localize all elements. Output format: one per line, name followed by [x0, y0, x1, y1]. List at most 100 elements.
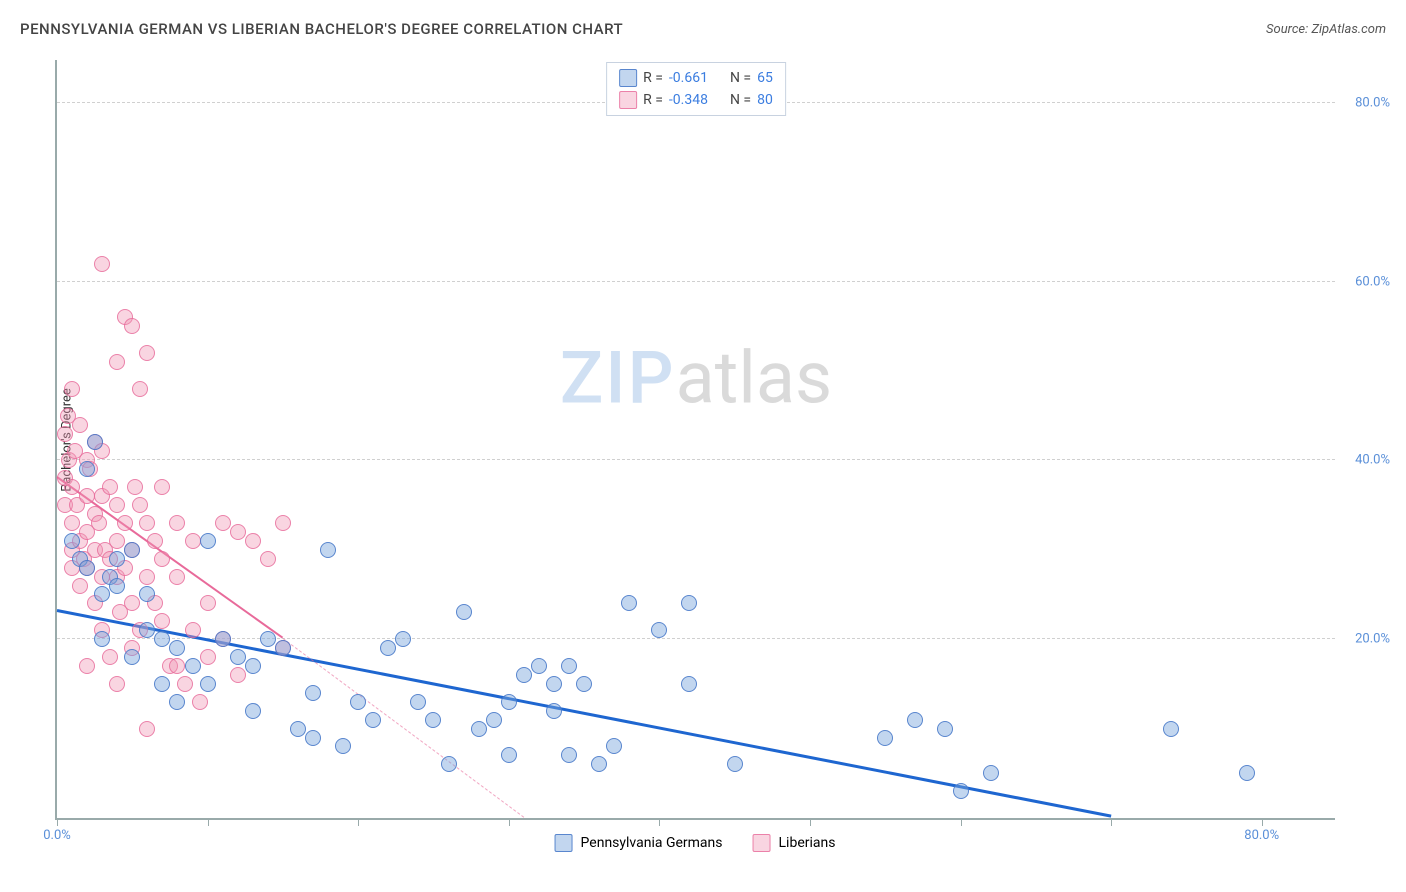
legend-correlation: R = -0.661 N = 65 R = -0.348 N = 80 [606, 62, 786, 116]
data-point [154, 551, 170, 567]
data-point [983, 765, 999, 781]
swatch-blue-icon [555, 834, 573, 852]
data-point [546, 703, 562, 719]
data-point [305, 730, 321, 746]
gridline [57, 281, 1335, 282]
n-label: N = [730, 92, 751, 108]
data-point [215, 515, 231, 531]
data-point [335, 738, 351, 754]
data-point [200, 649, 216, 665]
r-label: R = [643, 70, 663, 86]
xtick [509, 818, 510, 826]
xtick [57, 818, 58, 826]
data-point [275, 640, 291, 656]
data-point [139, 586, 155, 602]
data-point [260, 551, 276, 567]
data-point [591, 756, 607, 772]
data-point [230, 649, 246, 665]
data-point [425, 712, 441, 728]
data-point [169, 515, 185, 531]
legend-row-blue: R = -0.661 N = 65 [619, 67, 773, 89]
data-point [200, 533, 216, 549]
data-point [57, 426, 73, 442]
xtick-label: 0.0% [43, 828, 71, 843]
data-point [124, 649, 140, 665]
data-point [651, 622, 667, 638]
data-point [91, 515, 107, 531]
data-point [109, 497, 125, 513]
data-point [64, 533, 80, 549]
data-point [94, 631, 110, 647]
data-point [320, 542, 336, 558]
xtick [961, 818, 962, 826]
data-point [200, 676, 216, 692]
data-point [139, 515, 155, 531]
chart-area: Bachelor's Degree ZIPatlas R = -0.661 N … [55, 60, 1335, 820]
data-point [124, 595, 140, 611]
data-point [79, 461, 95, 477]
data-point [727, 756, 743, 772]
legend-series: Pennsylvania Germans Liberians [555, 834, 836, 852]
data-point [139, 721, 155, 737]
data-point [576, 676, 592, 692]
data-point [215, 631, 231, 647]
data-point [606, 738, 622, 754]
data-point [290, 721, 306, 737]
n-value: 65 [757, 70, 773, 86]
r-value: -0.348 [669, 92, 708, 108]
n-value: 80 [757, 92, 773, 108]
data-point [139, 345, 155, 361]
data-point [546, 676, 562, 692]
data-point [102, 479, 118, 495]
data-point [102, 649, 118, 665]
title-bar: PENNSYLVANIA GERMAN VS LIBERIAN BACHELOR… [20, 20, 1386, 38]
data-point [139, 569, 155, 585]
data-point [486, 712, 502, 728]
data-point [72, 417, 88, 433]
data-point [230, 524, 246, 540]
xtick [810, 818, 811, 826]
data-point [531, 658, 547, 674]
data-point [561, 747, 577, 763]
data-point [245, 703, 261, 719]
data-point [154, 676, 170, 692]
data-point [953, 783, 969, 799]
data-point [109, 676, 125, 692]
data-point [245, 533, 261, 549]
swatch-pink-icon [753, 834, 771, 852]
data-point [260, 631, 276, 647]
data-point [109, 551, 125, 567]
data-point [561, 658, 577, 674]
data-point [132, 497, 148, 513]
n-label: N = [730, 70, 751, 86]
data-point [169, 658, 185, 674]
data-point [79, 560, 95, 576]
data-point [275, 515, 291, 531]
data-point [79, 488, 95, 504]
gridline [57, 638, 1335, 639]
data-point [1239, 765, 1255, 781]
data-point [185, 622, 201, 638]
ytick-label: 20.0% [1355, 632, 1390, 647]
data-point [230, 667, 246, 683]
xtick [1262, 818, 1263, 826]
data-point [907, 712, 923, 728]
data-point [681, 595, 697, 611]
watermark: ZIPatlas [560, 336, 832, 421]
data-point [185, 658, 201, 674]
data-point [124, 542, 140, 558]
legend-label: Pennsylvania Germans [581, 835, 723, 851]
plot-region: ZIPatlas R = -0.661 N = 65 R = -0.348 N … [55, 60, 1335, 820]
data-point [109, 533, 125, 549]
swatch-pink-icon [619, 91, 637, 109]
data-point [117, 515, 133, 531]
data-point [139, 622, 155, 638]
data-point [127, 479, 143, 495]
trend-line [283, 638, 525, 818]
xtick-label: 80.0% [1244, 828, 1279, 843]
data-point [154, 479, 170, 495]
data-point [877, 730, 893, 746]
data-point [621, 595, 637, 611]
data-point [185, 533, 201, 549]
data-point [395, 631, 411, 647]
